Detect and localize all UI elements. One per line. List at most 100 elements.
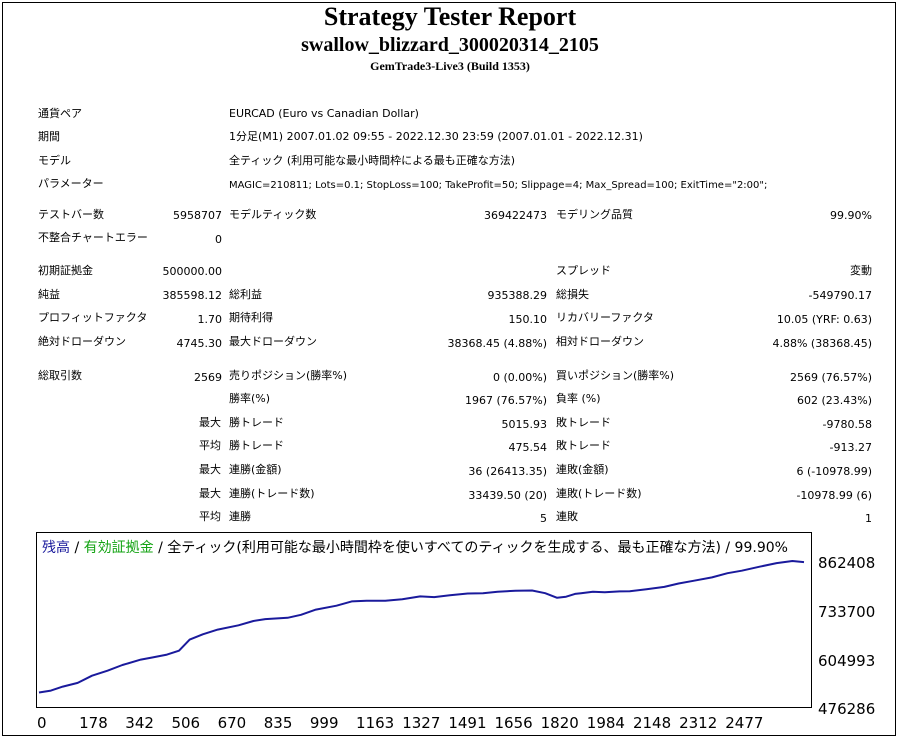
max-consecutive-profit-label: 最大 [199,487,221,500]
x-tick-label: 342 [125,714,154,732]
parameters-label: パラメーター [38,177,104,190]
bars-label: テストバー数 [38,208,104,221]
x-tick-label: 1491 [448,714,487,732]
profit-factor-value: 1.70 [197,313,223,326]
avg-consecutive-wins-label: 連勝 [229,510,251,523]
win-rate-label: 勝率(%) [229,392,271,405]
absolute-dd-value: 4745.30 [176,337,223,350]
server-build: GemTrade3-Live3 (Build 1353) [370,59,530,73]
expected-payoff-label: 期待利得 [229,311,273,324]
x-tick-label: 506 [171,714,201,732]
max-consecutive-profit-wins-label: 連勝(トレード数) [229,487,315,500]
loss-rate-value: 602 (23.43%) [796,394,872,407]
x-tick-label: 2312 [679,714,718,732]
total-trades-label: 総取引数 [38,369,82,382]
max-consecutive-loss-amount-value: -10978.99 (6) [796,489,872,502]
gross-profit-value: 935388.29 [487,289,548,302]
absolute-dd-label: 絶対ドローダウン [38,335,126,348]
period-value: 1分足(M1) 2007.01.02 09:55 - 2022.12.30 23… [229,130,643,143]
win-rate-value: 1967 (76.57%) [464,394,547,407]
legend-balance: 残高 [42,540,70,556]
total-trades-value: 2569 [194,371,222,384]
y-tick-label: 476286 [818,700,876,718]
max-consecutive-wins-label: 連勝(金額) [229,463,282,476]
ea-name: swallow_blizzard_300020314_2105 [301,34,599,56]
maximal-dd-label: 最大ドローダウン [229,335,317,348]
period-label: 期間 [38,130,60,143]
model-label: モデル [38,154,71,167]
gross-loss-value: -549790.17 [808,289,872,302]
y-tick-label: 604993 [818,652,876,670]
average-win-label: 勝トレード [229,439,284,452]
avg-consecutive-losses-label: 連敗 [556,510,578,523]
short-positions-label: 売りポジション(勝率%) [229,369,348,382]
short-positions-value: 0 (0.00%) [492,371,547,384]
largest-win-value: 5015.93 [501,418,548,431]
average-loss-label: 敗トレード [556,439,611,452]
balance-chart-plot [38,560,805,694]
net-profit-label: 純益 [38,288,60,301]
max-consecutive-profit-wins-value: 33439.50 (20) [468,489,547,502]
x-tick-label: 2477 [725,714,764,732]
legend-description: / 全ティック(利用可能な最小時間枠を使いすべてのティックを生成する、最も正確な… [153,540,788,556]
y-tick-label: 733700 [818,603,876,621]
long-positions-value: 2569 (76.57%) [789,371,872,384]
max-consecutive-label: 最大 [199,463,221,476]
report-title: Strategy Tester Report [323,2,577,31]
quality-label: モデリング品質 [556,208,633,221]
gross-loss-label: 総損失 [556,288,589,301]
legend-equity: 有効証拠金 [83,540,154,556]
largest-label: 最大 [199,416,221,429]
spread-label: スプレッド [556,264,611,277]
x-tick-label: 1327 [402,714,441,732]
mismatch-value: 0 [215,233,222,246]
expected-payoff-value: 150.10 [508,313,548,326]
avg-consecutive-label: 平均 [199,510,221,523]
balance-chart [36,532,812,708]
max-consecutive-losses-value: 6 (-10978.99) [796,465,872,478]
relative-dd-label: 相対ドローダウン [556,335,644,348]
avg-consecutive-wins-value: 5 [540,512,547,525]
x-tick-label: 0 [37,714,47,732]
x-tick-label: 178 [79,714,108,732]
largest-win-label: 勝トレード [229,416,284,429]
ticks-value: 369422473 [484,209,547,222]
model-value: 全ティック (利用可能な最小時間枠による最も正確な方法) [229,154,516,167]
legend-separator: / [70,540,84,556]
maximal-dd-value: 38368.45 (4.88%) [447,337,547,350]
x-tick-label: 835 [263,714,293,732]
average-loss-value: -913.27 [829,441,872,454]
bars-value: 5958707 [173,209,222,222]
profit-factor-label: プロフィットファクタ [38,311,148,324]
x-tick-label: 670 [217,714,247,732]
largest-loss-label: 敗トレード [556,416,611,429]
spread-value: 変動 [850,264,872,277]
deposit-value: 500000.00 [162,265,223,278]
avg-consecutive-losses-value: 1 [865,512,872,525]
loss-rate-label: 負率 (%) [556,392,601,405]
max-consecutive-loss-amount-label: 連敗(トレード数) [556,487,642,500]
long-positions-label: 買いポジション(勝率%) [556,369,675,382]
chart-legend: 残高 / 有効証拠金 / 全ティック(利用可能な最小時間枠を使いすべてのティック… [42,537,788,557]
largest-loss-value: -9780.58 [822,418,872,431]
x-tick-label: 1656 [494,714,533,732]
net-profit-value: 385598.12 [162,289,223,302]
symbol-value: EURCAD (Euro vs Canadian Dollar) [229,107,419,120]
x-tick-label: 1820 [540,714,579,732]
mismatch-label: 不整合チャートエラー [38,231,148,244]
x-tick-label: 1163 [356,714,395,732]
x-tick-label: 999 [309,714,339,732]
balance-line [38,560,805,694]
average-win-value: 475.54 [508,441,548,454]
max-consecutive-losses-label: 連敗(金額) [556,463,609,476]
max-consecutive-wins-value: 36 (26413.35) [468,465,547,478]
relative-dd-value: 4.88% (38368.45) [772,337,872,350]
parameters-value: MAGIC=210811; Lots=0.1; StopLoss=100; Ta… [229,180,768,191]
recovery-factor-label: リカバリーファクタ [556,311,654,324]
y-tick-label: 862408 [818,554,876,572]
deposit-label: 初期証拠金 [38,264,93,277]
symbol-label: 通貨ペア [38,107,82,120]
ticks-label: モデルティック数 [229,208,317,221]
gross-profit-label: 総利益 [229,288,262,301]
